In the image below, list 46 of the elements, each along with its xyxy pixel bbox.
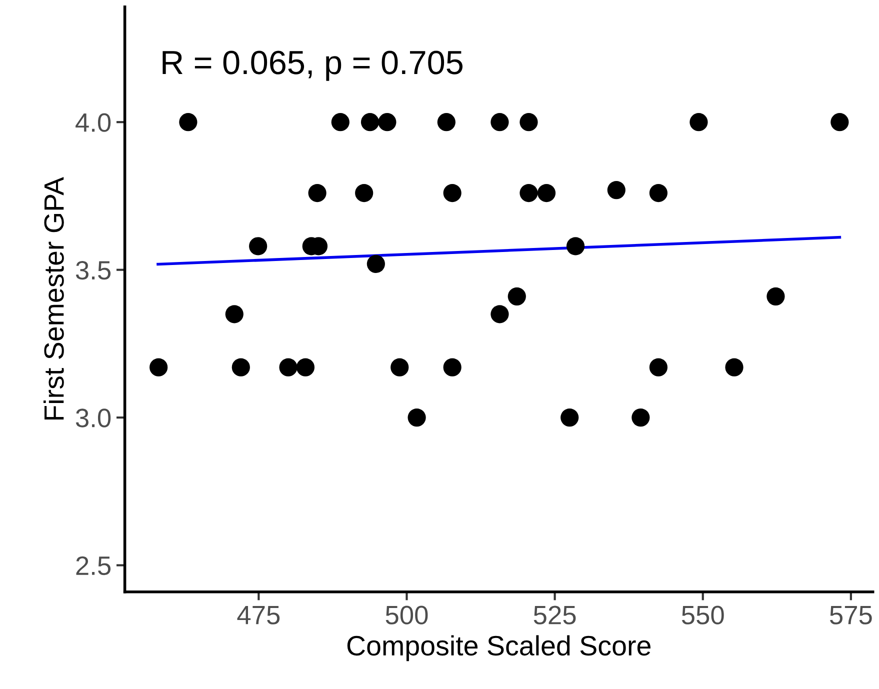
point	[632, 408, 650, 427]
point	[520, 113, 538, 132]
point	[390, 358, 409, 376]
point	[150, 358, 168, 376]
point	[649, 184, 668, 202]
point	[408, 408, 426, 427]
point	[296, 358, 315, 376]
x-tick-label: 500	[386, 606, 428, 624]
point	[331, 113, 350, 132]
point	[249, 237, 268, 256]
y-tick-label: 3.5	[76, 260, 111, 280]
point	[725, 358, 744, 376]
point	[360, 113, 380, 132]
y-tick-label: 3.0	[76, 408, 111, 428]
point	[508, 287, 526, 306]
x-tick-label: 475	[237, 606, 280, 624]
point	[520, 184, 538, 202]
point	[232, 358, 250, 376]
y-tick-label: 4.0	[76, 113, 111, 132]
point	[490, 305, 509, 324]
x-tick-label: 550	[682, 606, 724, 624]
point	[607, 181, 626, 200]
point	[766, 287, 785, 306]
y-tick-label: 2.5	[76, 556, 111, 576]
point	[560, 408, 579, 427]
point	[308, 184, 326, 202]
point	[490, 113, 509, 132]
point	[366, 254, 385, 273]
point	[443, 184, 462, 202]
point	[566, 237, 585, 256]
point	[225, 305, 244, 324]
point	[649, 358, 668, 376]
x-axis-title: Composite Scaled Score	[347, 635, 650, 662]
point	[437, 113, 456, 132]
point	[179, 113, 198, 132]
point	[443, 358, 462, 376]
x-tick-label: 575	[830, 606, 872, 624]
point	[830, 113, 849, 132]
annotation: R = 0.065, p = 0.705	[162, 50, 463, 81]
y-axis-title: First Semester GPA	[43, 176, 64, 420]
point	[355, 184, 374, 202]
point	[378, 113, 396, 132]
point	[279, 358, 298, 376]
point	[690, 113, 708, 132]
point	[537, 184, 556, 202]
x-tick-label: 525	[534, 606, 576, 624]
